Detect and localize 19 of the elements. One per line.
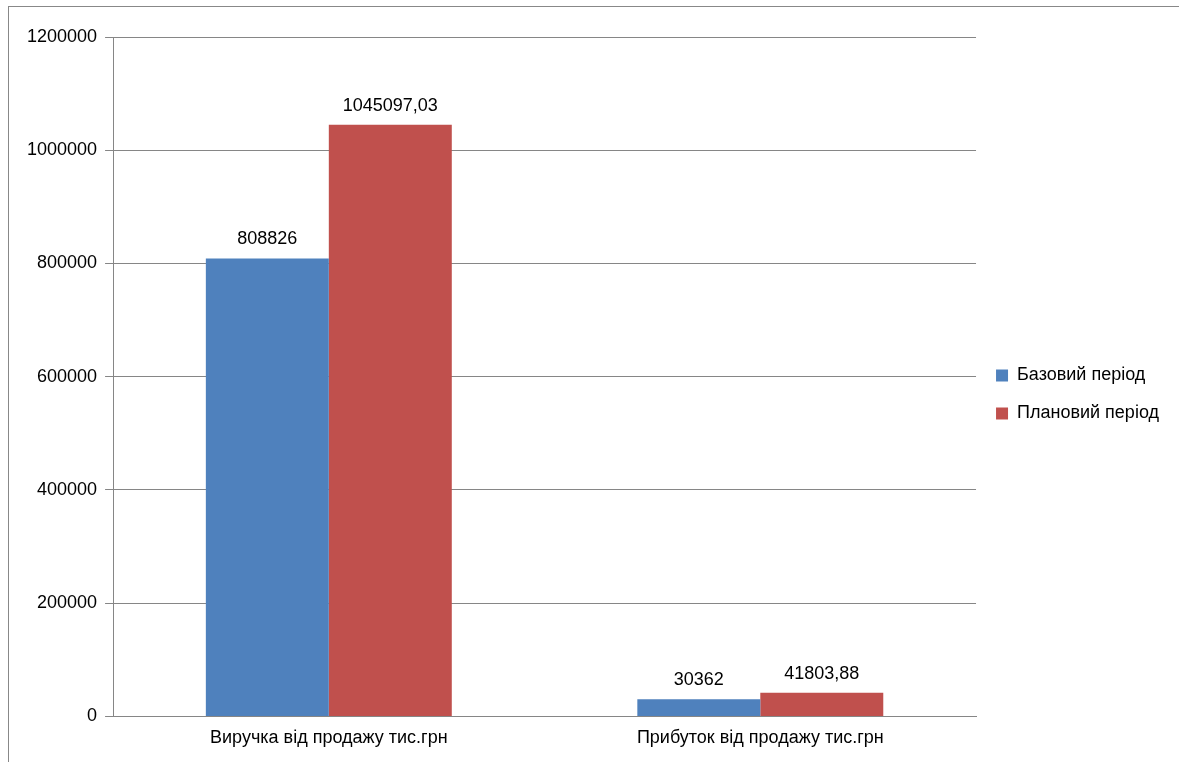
bar (760, 692, 884, 716)
bar (637, 699, 761, 716)
legend-label: Базовий період (1017, 364, 1146, 385)
legend-label: Плановий період (1017, 402, 1160, 423)
bar (205, 258, 329, 716)
data-label: 808826 (237, 228, 298, 249)
y-tick-label: 0 (87, 705, 98, 726)
y-tick-label: 600000 (37, 365, 98, 386)
y-tick-label: 1000000 (27, 139, 98, 160)
y-tick-label: 200000 (37, 592, 98, 613)
x-tick-label: Прибуток від продажу тис.грн (636, 727, 884, 748)
bar (328, 124, 452, 716)
x-tick-label: Виручка від продажу тис.грн (210, 727, 448, 748)
y-tick-label: 400000 (37, 478, 98, 499)
data-label: 41803,88 (784, 662, 860, 683)
data-label: 1045097,03 (342, 94, 438, 115)
y-tick-label: 1200000 (27, 25, 98, 46)
y-tick-label: 800000 (37, 252, 98, 273)
data-label: 30362 (673, 669, 724, 690)
